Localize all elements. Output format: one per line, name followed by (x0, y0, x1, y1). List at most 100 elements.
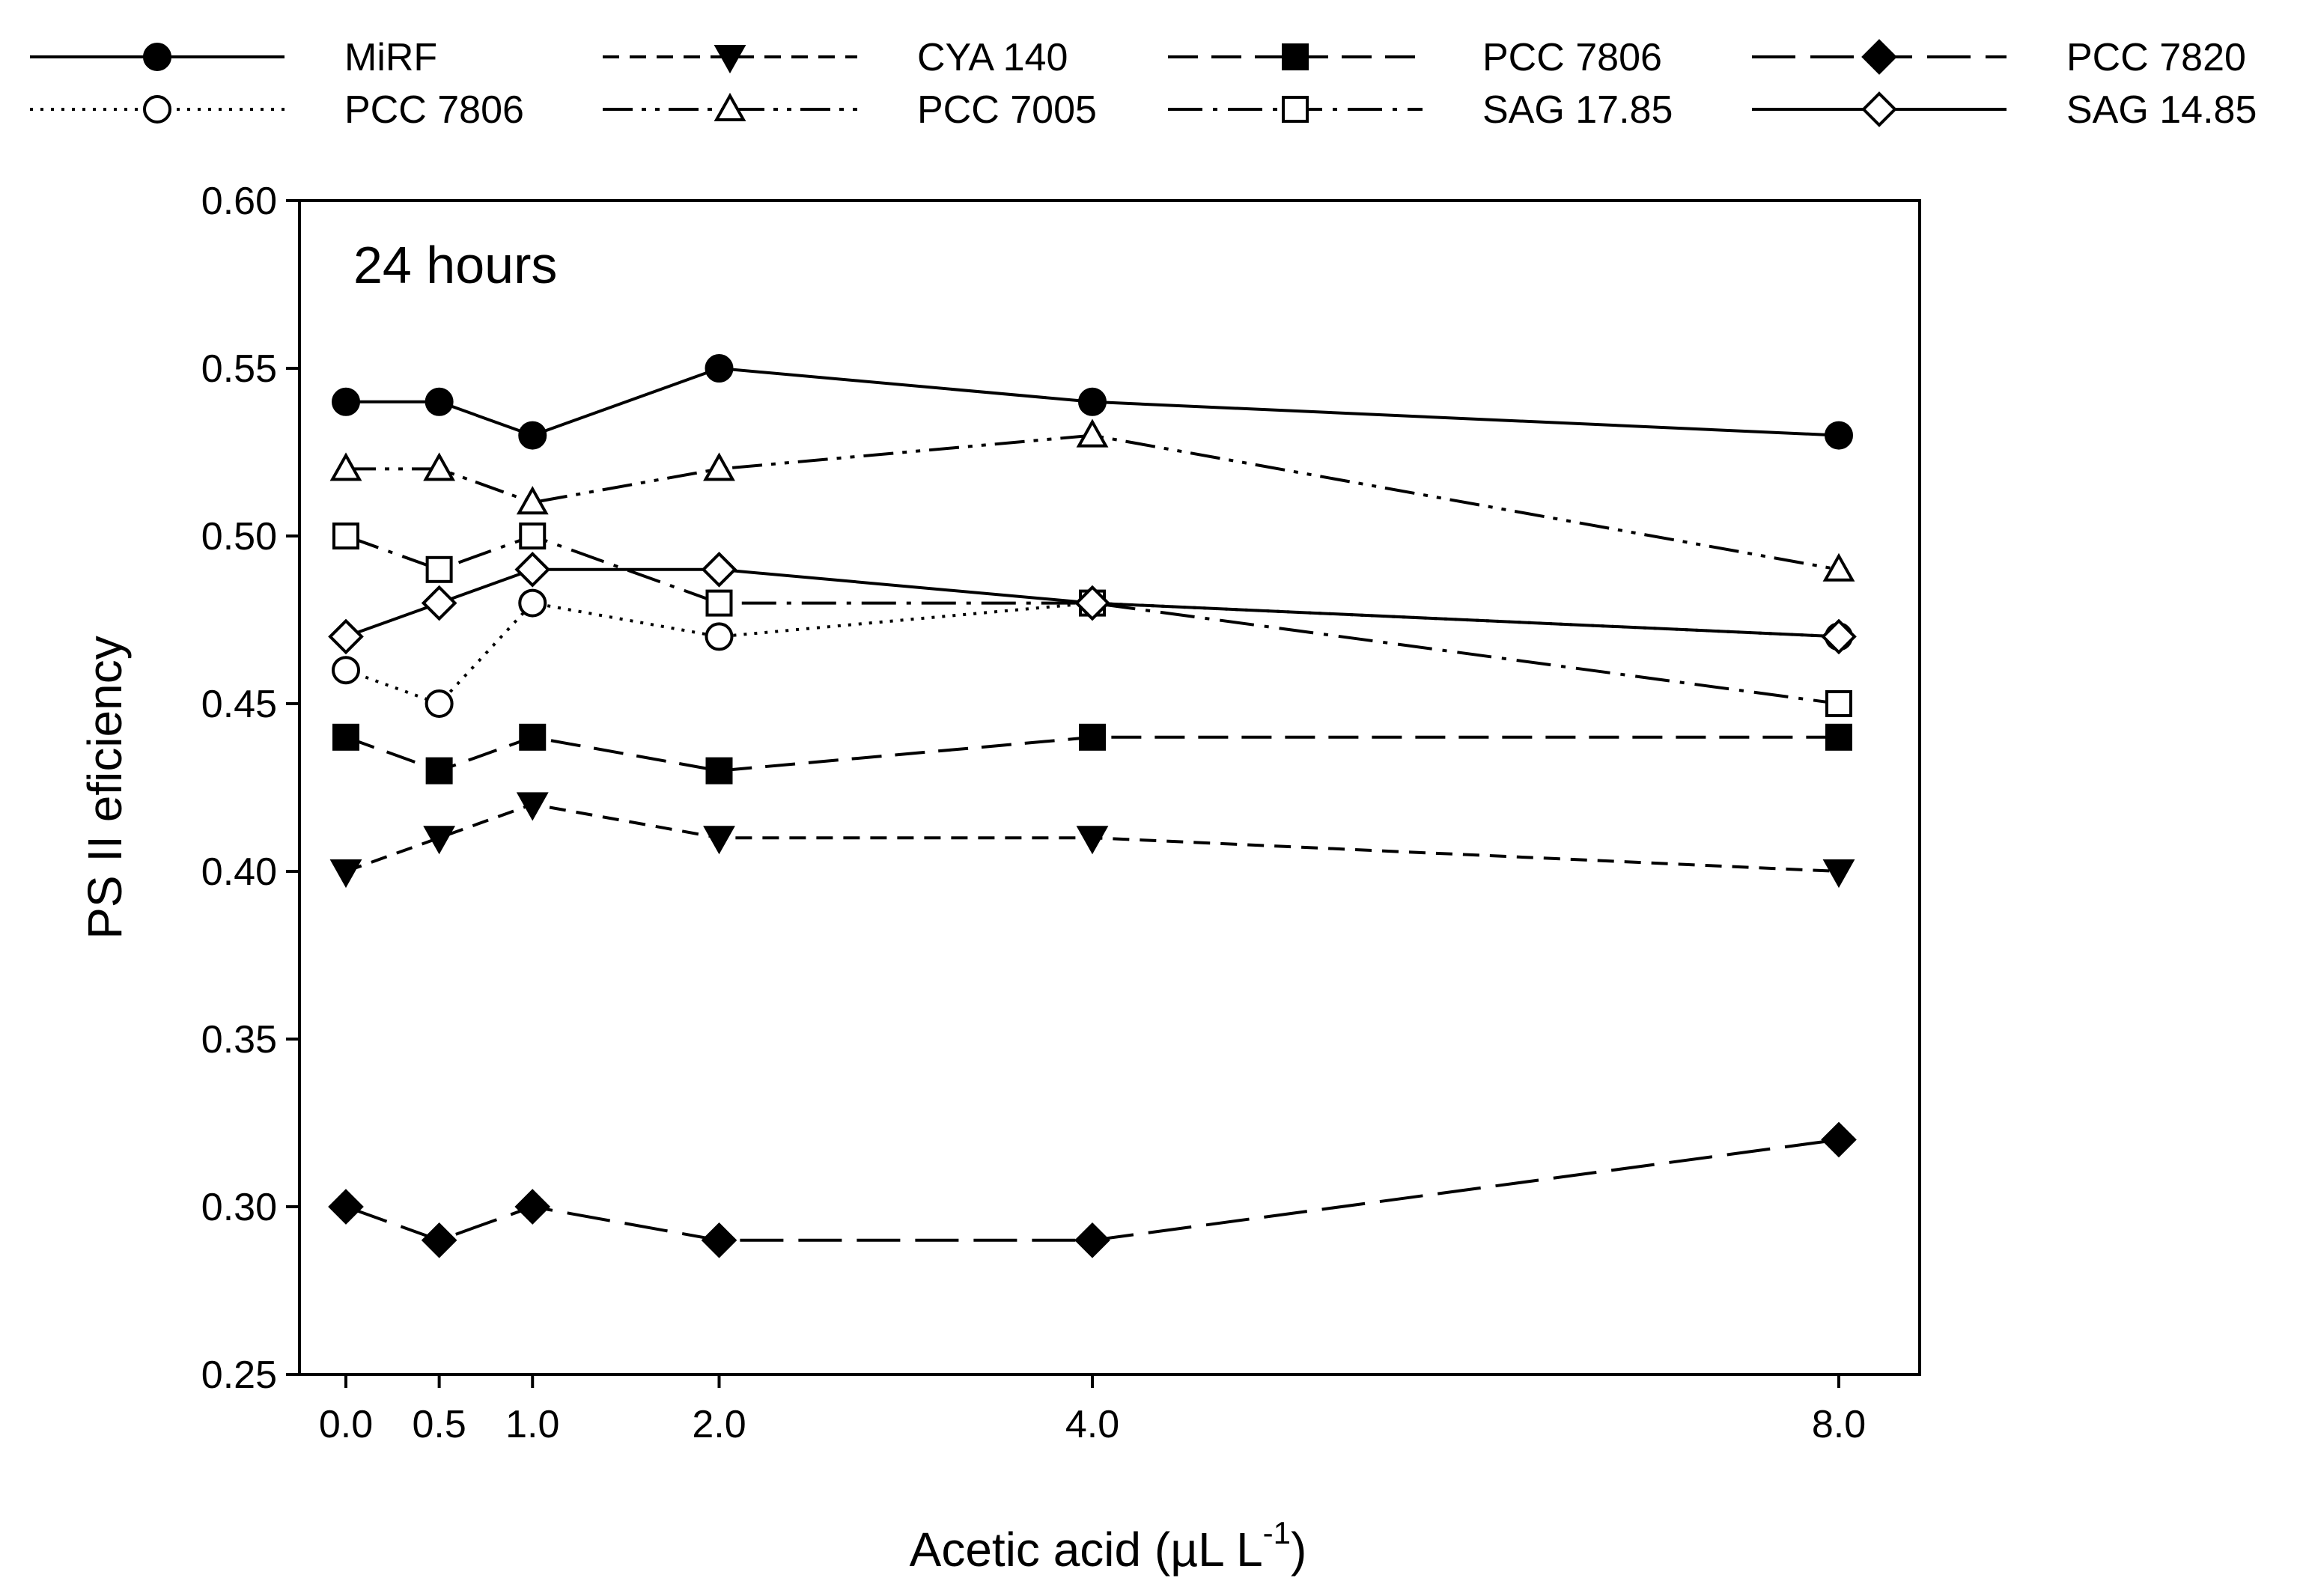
legend-label: SAG 17.85 (1482, 88, 1673, 132)
legend-item: PCC 7005 (603, 88, 1097, 132)
data-point (701, 1222, 737, 1258)
data-point (1825, 723, 1852, 751)
data-point (1076, 826, 1109, 855)
x-axis-label-superscript: -1 (1263, 1515, 1291, 1550)
y-tick-label: 0.35 (201, 1018, 277, 1062)
x-tick-label: 2.0 (692, 1403, 746, 1446)
data-point (329, 452, 362, 481)
y-tick-label: 0.50 (201, 515, 277, 558)
legend-item: CYA 140 (603, 36, 1068, 79)
series-line (345, 1138, 1840, 1242)
data-point (1825, 421, 1853, 450)
data-point (1821, 618, 1857, 655)
x-tick-label: 4.0 (1065, 1403, 1119, 1446)
legend-item: SAG 17.85 (1168, 88, 1673, 132)
data-point (701, 551, 737, 588)
legend-item: PCC 7820 (1752, 36, 2246, 79)
data-point (519, 723, 547, 751)
x-tick-label: 1.0 (505, 1403, 559, 1446)
data-point (332, 387, 360, 416)
data-point (519, 523, 547, 549)
legend-item: MiRF (30, 36, 437, 79)
series-4 (329, 418, 1855, 582)
x-tick-label: 8.0 (1812, 1403, 1866, 1446)
legend-label: CYA 140 (917, 36, 1068, 79)
data-point (516, 792, 549, 821)
data-point (1822, 859, 1855, 889)
legend-label: SAG 14.85 (2066, 88, 2257, 132)
data-point (703, 452, 735, 481)
legend-label: PCC 7005 (917, 88, 1097, 132)
series-line (346, 366, 1840, 437)
x-tick-label: 0.0 (319, 1403, 373, 1446)
legend-item: PCC 7806 (30, 88, 524, 132)
data-point (1078, 387, 1107, 416)
data-point (421, 585, 457, 621)
data-point (518, 588, 547, 618)
legend-item: SAG 14.85 (1752, 88, 2257, 132)
data-point (1074, 1222, 1110, 1258)
legend-marker (714, 45, 746, 74)
series-line (346, 433, 1840, 571)
data-point (1076, 418, 1109, 448)
data-point (1821, 1121, 1857, 1158)
data-point (425, 689, 454, 718)
series-line (345, 735, 1839, 773)
data-point (425, 555, 453, 583)
x-axis-label-end: ) (1291, 1523, 1306, 1577)
y-tick-label: 0.30 (201, 1186, 277, 1229)
data-point (328, 618, 364, 655)
x-axis: 0.0 0.5 1.0 2.0 4.0 8.0 (319, 1374, 1866, 1446)
data-point (1079, 723, 1106, 751)
data-point (423, 826, 456, 855)
x-tick-label: 0.5 (412, 1403, 466, 1446)
legend-marker (714, 92, 746, 121)
legend-marker (143, 95, 171, 124)
x-axis-label: Acetic acid (µL L-1) (910, 1515, 1307, 1577)
data-point (705, 589, 733, 617)
series-1 (332, 354, 1853, 450)
series-line (345, 567, 1840, 639)
legend-label: PCC 7806 (344, 88, 524, 132)
y-axis-label: PS II eficiency (78, 636, 132, 939)
series-3 (329, 792, 1855, 889)
y-tick-label: 0.60 (201, 180, 277, 223)
data-point (703, 826, 735, 855)
legend-marker (1861, 91, 1897, 127)
series-7 (328, 1121, 1857, 1258)
x-axis-label-main: Acetic acid (µL L (910, 1523, 1263, 1577)
legend-label: PCC 7820 (2066, 36, 2246, 79)
legend-label: PCC 7806 (1482, 36, 1662, 79)
data-point (425, 387, 454, 416)
data-point (425, 757, 453, 785)
data-point (705, 354, 734, 383)
legend-marker (143, 43, 171, 71)
data-point (705, 757, 733, 785)
series-5 (332, 723, 1852, 785)
y-axis: 0.25 0.30 0.35 0.40 0.45 0.50 0.55 0.60 (201, 180, 299, 1397)
data-point (518, 421, 547, 450)
data-point (514, 1189, 551, 1225)
data-point (516, 486, 549, 515)
data-point (705, 622, 734, 651)
legend-item: PCC 7806 (1168, 36, 1662, 79)
y-tick-label: 0.40 (201, 850, 277, 894)
chart-annotation: 24 hours (353, 236, 557, 294)
legend-marker (1282, 43, 1309, 70)
data-point (423, 452, 456, 481)
series-group (328, 354, 1857, 1258)
legend-marker (1861, 39, 1897, 75)
series-8 (328, 551, 1857, 655)
data-point (1822, 552, 1855, 582)
data-point (1074, 585, 1110, 621)
y-tick-label: 0.55 (201, 347, 277, 391)
y-tick-label: 0.45 (201, 683, 277, 726)
data-point (332, 723, 359, 751)
data-point (421, 1222, 457, 1258)
data-point (329, 859, 362, 889)
data-point (332, 523, 359, 549)
data-point (1825, 690, 1852, 717)
series-line (345, 534, 1840, 705)
data-point (328, 1189, 364, 1225)
